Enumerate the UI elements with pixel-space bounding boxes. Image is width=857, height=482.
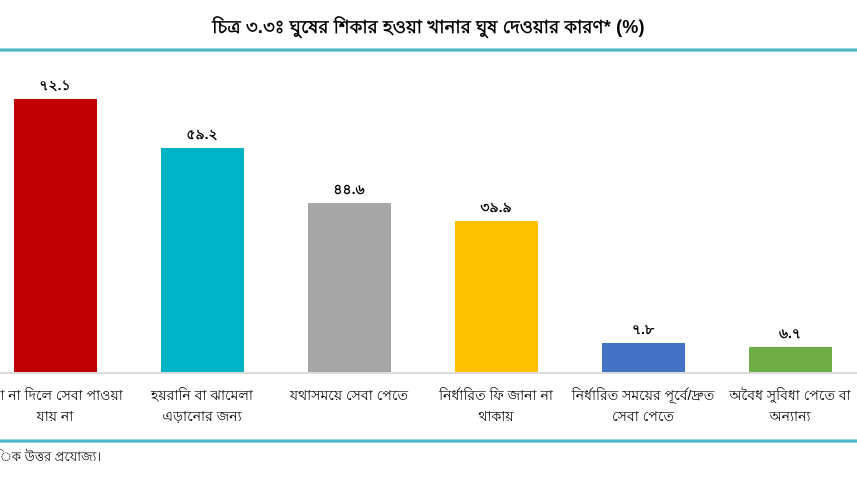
x-axis-line	[0, 372, 857, 374]
footnote: িক উত্তর প্রযোজ্য।	[0, 449, 102, 464]
footer-divider-line	[0, 439, 857, 443]
value-label-5: ৭.৮	[631, 321, 655, 337]
category-label-line: এড়ানোর জন্য	[162, 408, 242, 424]
category-label-line: যথাসময়ে সেবা পেতে	[290, 387, 408, 403]
bar-6	[748, 347, 832, 372]
value-label-6: ৬.৭	[778, 325, 802, 341]
category-label-line: নির্ধারিত ফি জানা না	[439, 387, 553, 403]
category-label-line: া না দিলে সেবা পাওয়া	[0, 387, 123, 403]
category-label-line: সেবা পেতে	[612, 408, 674, 424]
category-label-line: অবৈধ সুবিধা পেতে বা	[729, 387, 851, 403]
category-label-line: যায় না	[36, 408, 74, 424]
value-label-4: ৩৯.৯	[480, 199, 512, 215]
bar-3	[307, 203, 391, 372]
chart-title: চিত্র ৩.৩ঃ ঘুষের শিকার হওয়া খানার ঘুষ দ…	[212, 17, 645, 37]
bar-1	[13, 99, 97, 372]
title-divider-line	[0, 48, 857, 52]
category-label-line: অন্যান্য	[769, 408, 811, 424]
category-label-line: নির্ধারিত সময়ের পূর্বে/দ্রুত	[571, 387, 715, 403]
category-label-1: া না দিলে সেবা পাওয়া যায় না	[0, 385, 143, 427]
value-label-2: ৫৯.২	[186, 126, 218, 142]
bar-5	[601, 343, 685, 372]
category-label-line: থাকায়	[478, 408, 514, 424]
bar-4	[454, 221, 538, 372]
value-label-1: ৭২.১	[39, 77, 71, 93]
category-label-line: হয়রানি বা ঝামেলা	[151, 387, 253, 403]
category-label-3: যথাসময়ে সেবা পেতে	[261, 385, 437, 406]
category-label-6: অবৈধ সুবিধা পেতে বা অন্যান্য	[702, 385, 857, 427]
category-label-5: নির্ধারিত সময়ের পূর্বে/দ্রুত সেবা পেতে	[555, 385, 731, 427]
category-label-2: হয়রানি বা ঝামেলা এড়ানোর জন্য	[114, 385, 290, 427]
bar-2	[160, 148, 244, 372]
category-label-4: নির্ধারিত ফি জানা না থাকায়	[408, 385, 584, 427]
value-label-3: ৪৪.৬	[333, 181, 365, 197]
